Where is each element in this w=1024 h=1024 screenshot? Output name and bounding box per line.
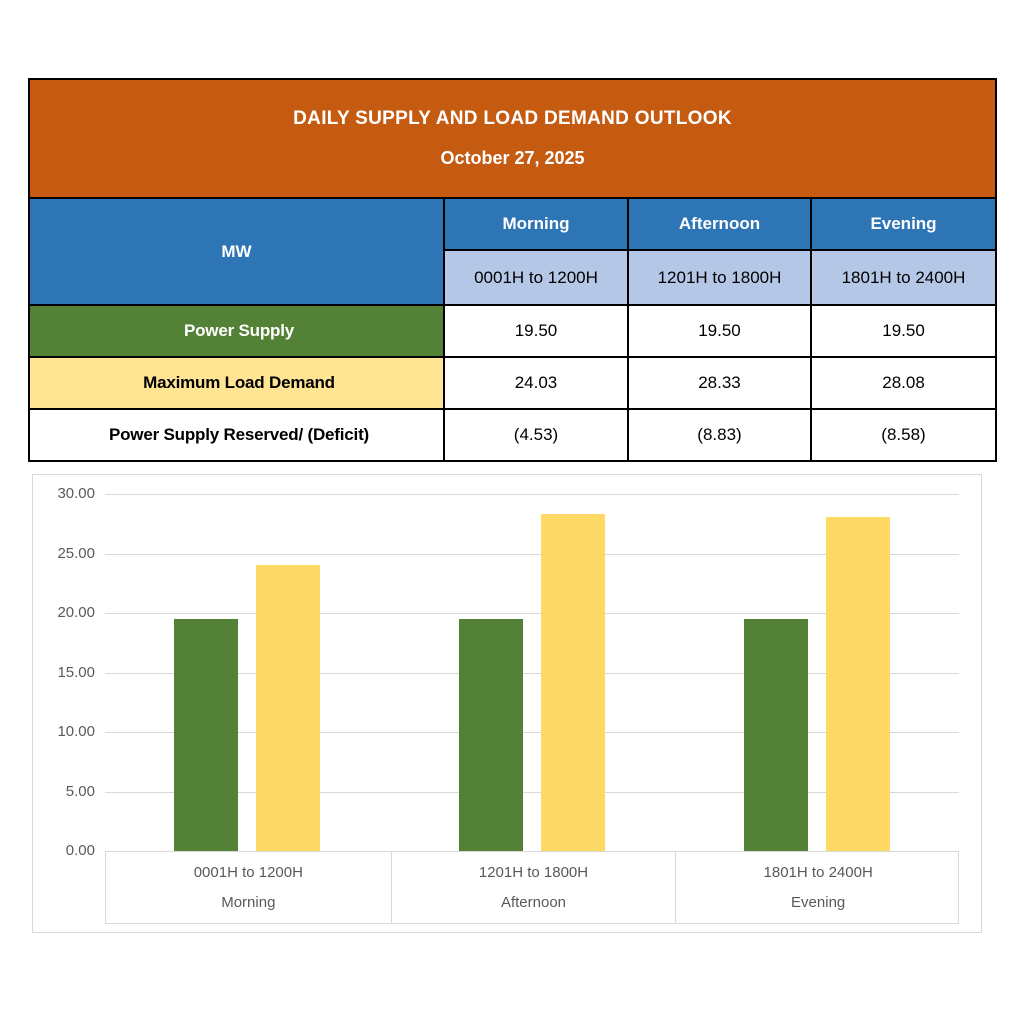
category-range-label: 0001H to 1200H [193,864,303,882]
value-max-load-demand-evening: 28.08 [809,356,998,410]
row-label-power-supply: Power Supply [28,304,445,358]
banner-cell: DAILY SUPPLY AND LOAD DEMAND OUTLOOK Oct… [27,78,998,199]
unit-header-cell: MW [28,197,445,306]
gridline [105,732,959,733]
value-reserve-deficit-morning: (4.53) [443,408,629,462]
row-max-load-demand: Maximum Load Demand 24.03 28.33 28.08 [28,356,998,410]
value-power-supply-morning: 19.50 [443,304,629,358]
value-power-supply-evening: 19.50 [809,304,998,358]
bar-power-supply [174,618,239,851]
bar-power-supply [743,618,808,851]
y-tick-label: 30.00 [57,485,95,502]
category-range-label: 1801H to 2400H [763,864,873,882]
banner-content: DAILY SUPPLY AND LOAD DEMAND OUTLOOK Oct… [31,81,994,196]
gridline [105,672,959,674]
range-header-row: 0001H to 1200H 1201H to 1800H 1801H to 2… [29,249,998,306]
demand-chart: 0001H to 1200H Morning 1201H to 1800H After… [32,474,982,933]
bar-maximum-load-demand [825,516,890,851]
category-period-label: Evening [791,893,846,911]
period-header-evening: Evening [809,197,998,251]
value-power-supply-afternoon: 19.50 [627,304,812,358]
period-header-row: MW Morning Afternoon Evening [28,197,998,306]
bar-maximum-load-demand [541,513,605,851]
bar-maximum-load-demand [256,565,321,851]
gridline [105,494,959,495]
y-tick-label: 15.00 [57,663,95,681]
report-title: DAILY SUPPLY AND LOAD DEMAND OUTLOOK [293,108,732,129]
y-tick-label: 0.00 [65,842,95,859]
gridline [105,553,959,555]
period-header-morning: Morning [443,197,629,251]
bar-power-supply [459,618,523,851]
y-tick-label: 25.00 [57,544,95,562]
banner-row: DAILY SUPPLY AND LOAD DEMAND OUTLOOK Oct… [27,78,998,199]
value-reserve-deficit-evening: (8.58) [809,408,998,462]
row-power-supply: Power Supply 19.50 19.50 19.50 [28,304,998,358]
category-axis: 0001H to 1200H Morning 1201H to 1800H After… [105,851,959,924]
row-label-reserve-deficit: Power Supply Reserved/ (Deficit) [28,408,445,462]
gridline [105,791,959,793]
value-max-load-demand-afternoon: 28.33 [627,356,812,410]
category-period-label: Afternoon [500,893,566,911]
category-period-label: Morning [221,893,276,911]
category-label-group: 1801H to 2400H Evening [675,852,960,923]
range-header-evening: 1801H to 2400H [809,249,998,306]
period-header-afternoon: Afternoon [627,197,812,251]
category-label-group: 0001H to 1200H Morning [106,852,391,923]
y-tick-label: 5.00 [65,782,95,800]
row-reserve-deficit: Power Supply Reserved/ (Deficit) (4.53) … [28,408,998,462]
row-label-max-load-demand: Maximum Load Demand [28,356,445,410]
category-range-label: 1201H to 1800H [478,864,589,882]
y-tick-label: 20.00 [57,604,95,621]
supply-demand-table: DAILY SUPPLY AND LOAD DEMAND OUTLOOK Oct… [27,78,998,462]
category-label-group: 1201H to 1800H Afternoon [390,852,676,923]
report-date: October 27, 2025 [440,148,585,168]
range-header-morning: 0001H to 1200H [443,249,629,306]
range-header-afternoon: 1201H to 1800H [627,249,812,306]
gridline [105,613,959,614]
y-tick-label: 10.00 [57,723,95,740]
value-reserve-deficit-afternoon: (8.83) [627,408,812,462]
value-max-load-demand-morning: 24.03 [443,356,629,410]
